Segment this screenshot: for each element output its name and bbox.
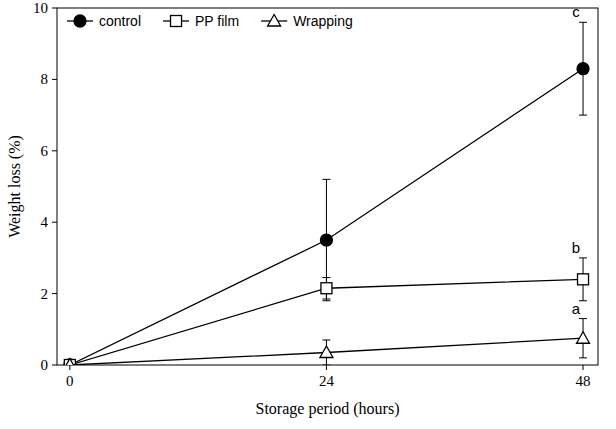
error-cap: [322, 298, 330, 299]
y-tick: [52, 150, 57, 151]
y-axis-title: Weight loss (%): [6, 135, 24, 238]
legend: control PP film Wrapping: [67, 13, 353, 29]
y-tick-label: 4: [41, 214, 49, 230]
y-tick-label: 2: [41, 286, 49, 302]
error-cap: [322, 365, 330, 366]
legend-marker: [74, 15, 86, 27]
data-point: [578, 274, 589, 285]
error-cap: [579, 318, 587, 319]
data-point: [64, 360, 75, 366]
legend-marker: [268, 15, 281, 27]
y-tick-label: 10: [33, 0, 48, 16]
data-point: [577, 63, 589, 75]
error-cap: [579, 22, 587, 23]
legend-label: PP film: [195, 13, 239, 29]
x-tick-label: 0: [66, 373, 74, 389]
y-tick-label: 8: [41, 71, 49, 87]
error-cap: [322, 340, 330, 341]
data-point: [577, 332, 590, 344]
data-point: [63, 359, 76, 366]
x-tick-label: 48: [576, 373, 591, 389]
x-axis-title: Storage period (hours): [256, 400, 400, 418]
chart: 024681002448Storage period (hours)Weight…: [0, 0, 616, 429]
series-line: [70, 69, 583, 365]
x-tick: [326, 365, 327, 370]
legend-marker: [171, 16, 182, 27]
plot-frame: [57, 8, 598, 365]
series-0: [64, 22, 589, 365]
plot-area: [63, 22, 589, 365]
series-1: [64, 258, 588, 365]
data-point: [320, 234, 332, 246]
y-tick: [52, 8, 57, 9]
y-tick: [52, 79, 57, 80]
y-tick: [52, 293, 57, 294]
error-cap: [322, 277, 330, 278]
series-line: [70, 279, 583, 365]
x-tick-label: 24: [319, 373, 335, 389]
series-line: [70, 338, 583, 365]
y-tick-label: 6: [41, 143, 49, 159]
x-tick: [69, 365, 70, 370]
y-tick-label: 0: [41, 357, 49, 373]
error-cap: [579, 257, 587, 258]
significance-letter: b: [572, 239, 580, 256]
data-point: [320, 346, 333, 358]
significance-letter: c: [572, 3, 580, 20]
series-2: [63, 319, 589, 365]
error-cap: [579, 300, 587, 301]
y-tick: [52, 365, 57, 366]
error-cap: [579, 357, 587, 358]
legend-label: control: [99, 13, 141, 29]
error-cap: [322, 179, 330, 180]
x-tick: [583, 365, 584, 370]
error-cap: [322, 300, 330, 301]
data-point: [321, 283, 332, 294]
data-point: [64, 359, 76, 365]
y-tick: [52, 222, 57, 223]
error-cap: [579, 115, 587, 116]
legend-label: Wrapping: [293, 13, 353, 29]
significance-letter: a: [572, 300, 581, 317]
